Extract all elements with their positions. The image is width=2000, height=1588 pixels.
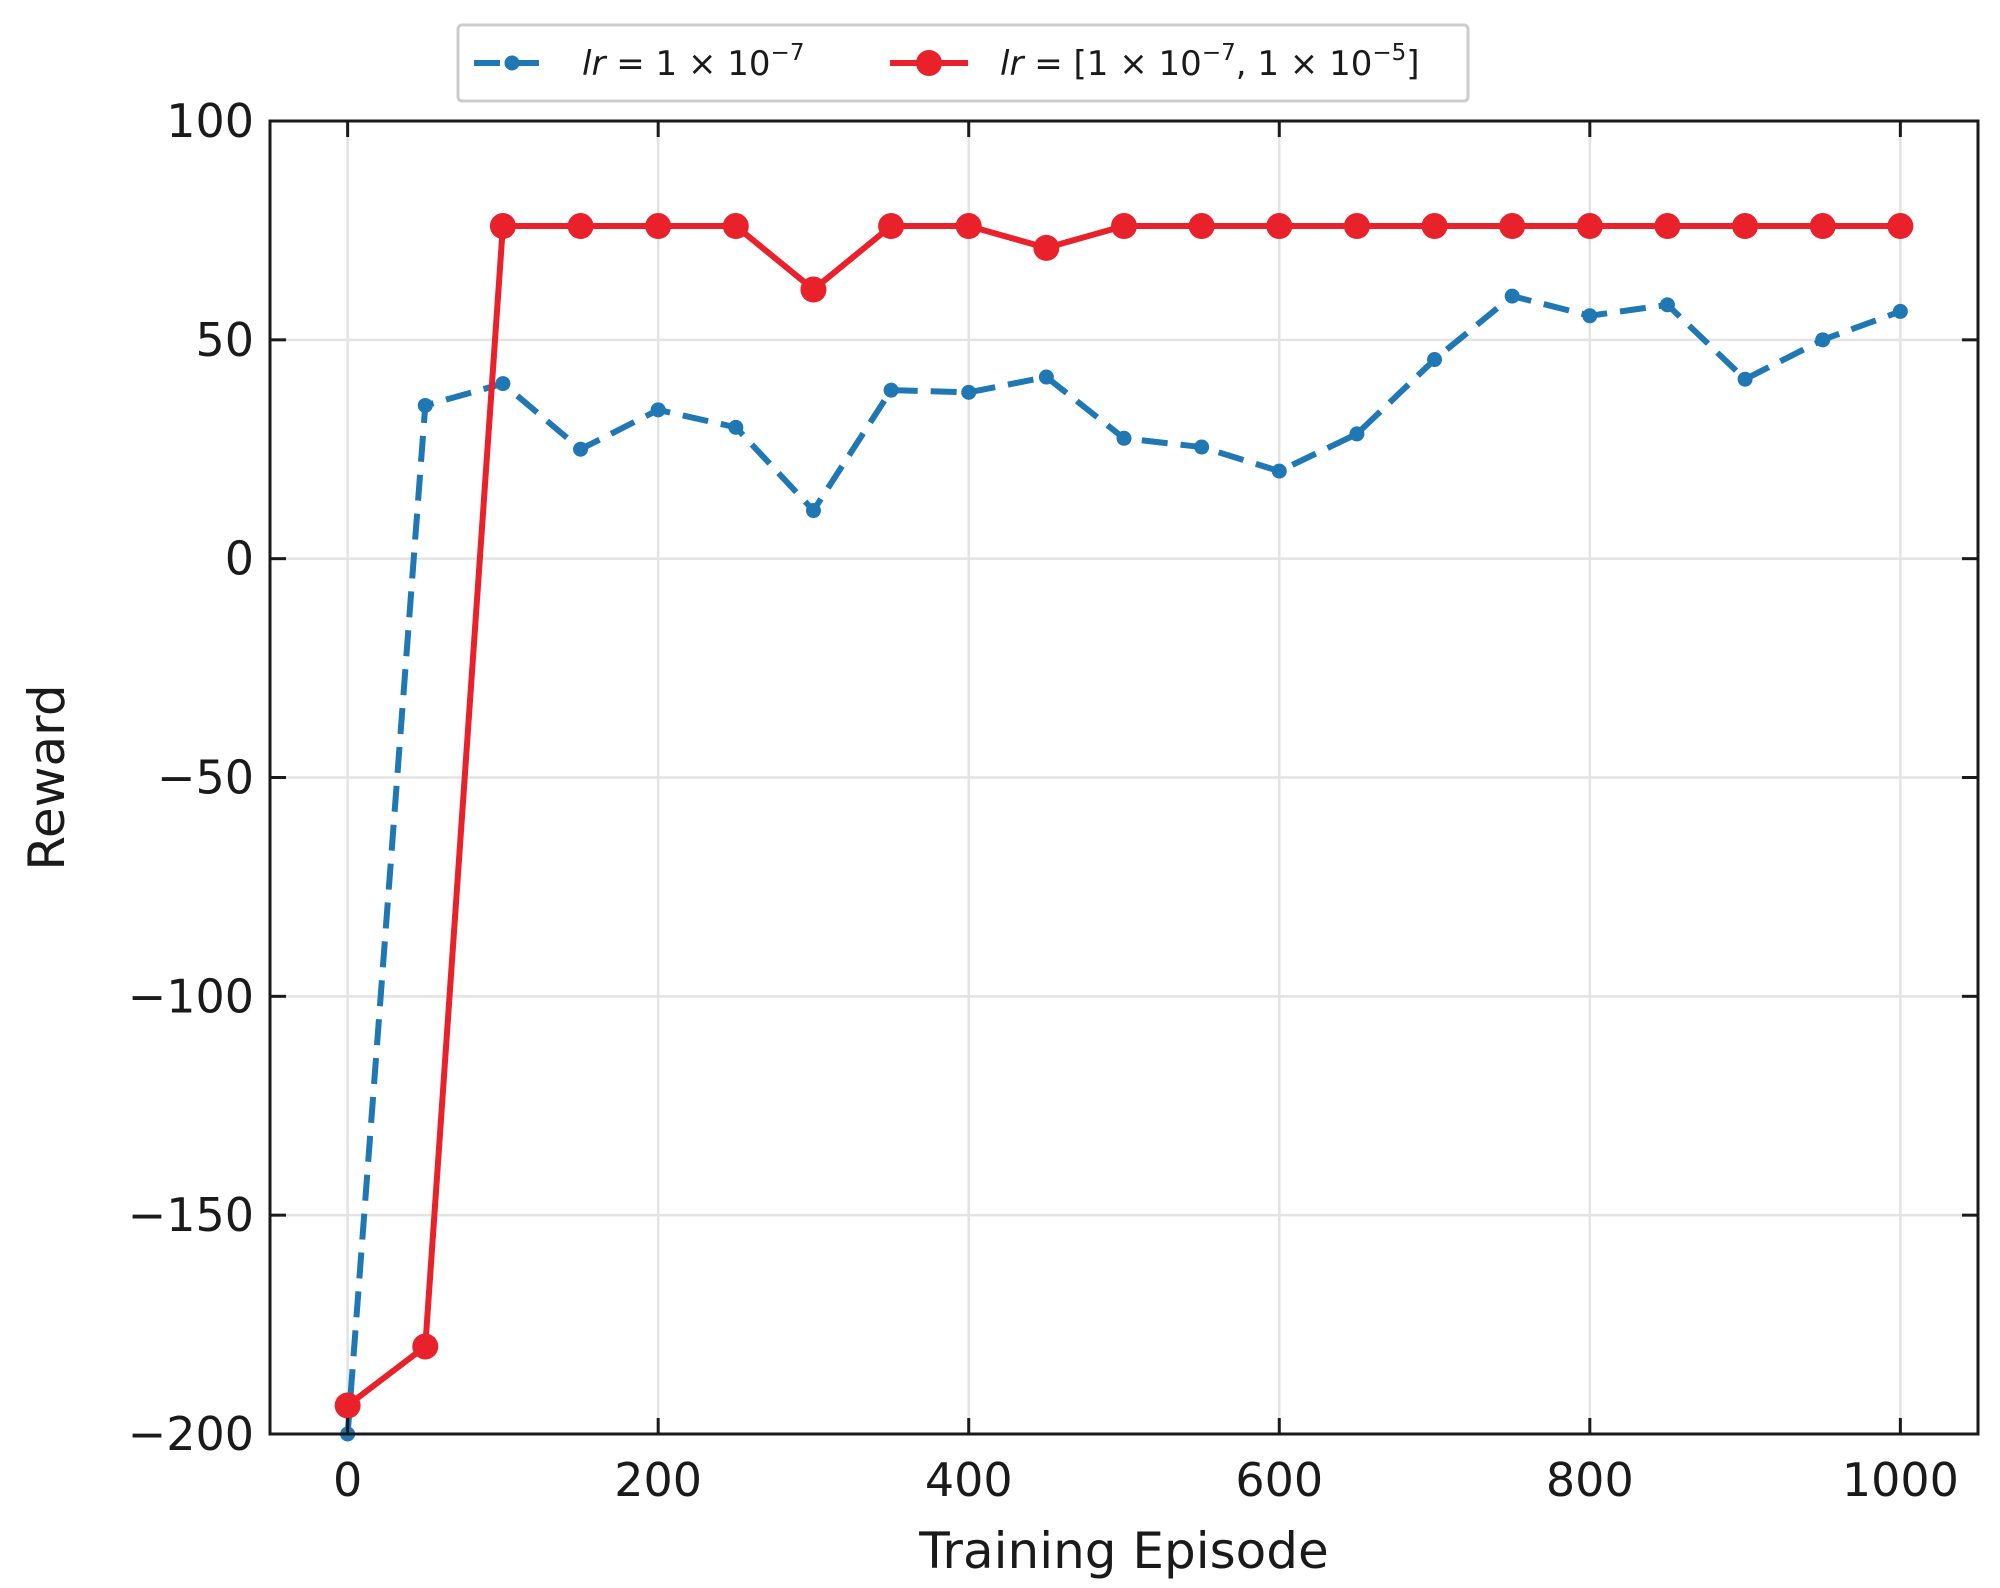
grid-lines (270, 119, 1978, 1436)
series-1 (340, 288, 1908, 1442)
data-point (645, 213, 672, 240)
x-tick-label: 200 (614, 1453, 702, 1507)
y-tick-label: −100 (128, 969, 254, 1023)
x-tick-label: 400 (925, 1453, 1013, 1507)
data-point (650, 402, 666, 418)
data-point (1271, 463, 1287, 479)
data-point (1421, 213, 1448, 240)
data-point (1038, 369, 1054, 385)
y-axis-label: Reward (18, 684, 76, 870)
data-point (1349, 426, 1365, 442)
data-point (1111, 213, 1137, 240)
data-point (489, 213, 516, 240)
legend-marker-series-1 (504, 55, 520, 71)
data-point (1499, 213, 1526, 240)
data-point (1576, 213, 1603, 240)
data-point (412, 1333, 439, 1360)
data-point (495, 376, 511, 392)
legend-marker-series-2 (916, 50, 942, 76)
data-point (417, 397, 433, 413)
tick-labels: 0 200 400 600 800 1000 −200 −150 −100 −50 0 50 100 (128, 94, 1959, 1507)
data-point (800, 276, 827, 303)
data-point (1427, 352, 1443, 368)
data-point (805, 503, 821, 519)
x-tick-label: 1000 (1842, 1453, 1959, 1507)
data-point (883, 382, 899, 398)
data-point (1809, 213, 1836, 240)
x-tick-label: 800 (1546, 1453, 1634, 1507)
data-point (1892, 303, 1908, 319)
legend-label-series-1: lr = 1 × 10−7 (582, 40, 804, 84)
data-point (722, 213, 749, 240)
data-point (1266, 213, 1293, 240)
data-point (878, 213, 905, 240)
data-point (1188, 213, 1215, 240)
data-point (1737, 371, 1753, 387)
data-point (573, 441, 589, 457)
legend-item-series-2: lr = [1 × 10−7, 1 × 10−5] (890, 40, 1420, 84)
legend-label-series-2: lr = [1 × 10−7, 1 × 10−5] (1000, 40, 1420, 84)
y-tick-label: 0 (225, 532, 254, 586)
data-point (567, 213, 594, 240)
data-point (1815, 332, 1831, 348)
data-point (1116, 430, 1132, 446)
data-point (1659, 297, 1675, 313)
data-point (1194, 439, 1210, 455)
data-point (1343, 213, 1370, 240)
y-tick-label: −200 (128, 1407, 254, 1461)
data-point (1654, 213, 1681, 240)
legend: lr = 1 × 10−7 lr = [1 × 10−7, 1 × 10−5] (456, 23, 1470, 103)
x-axis-label: Training Episode (918, 1522, 1329, 1580)
y-tick-label: −50 (157, 751, 254, 805)
series-line-2 (345, 223, 1901, 1408)
y-tick-label: −150 (128, 1188, 254, 1242)
y-tick-label: 50 (195, 313, 254, 367)
data-point (1732, 213, 1759, 240)
data-point (1582, 308, 1598, 324)
x-tick-label: 0 (333, 1453, 362, 1507)
data-point (1887, 213, 1914, 240)
series-layer (334, 213, 1914, 1442)
data-point (728, 419, 744, 435)
data-point (334, 1392, 361, 1419)
series-line-1 (344, 293, 1902, 1435)
data-point (1033, 234, 1060, 261)
data-point (1504, 288, 1520, 304)
series-2 (334, 213, 1914, 1419)
axis-ticks (270, 119, 1978, 1436)
data-point (955, 213, 982, 240)
legend-item-series-1: lr = 1 × 10−7 (474, 40, 804, 84)
y-tick-label: 100 (166, 94, 254, 148)
data-point (961, 384, 977, 400)
x-tick-label: 600 (1235, 1453, 1323, 1507)
